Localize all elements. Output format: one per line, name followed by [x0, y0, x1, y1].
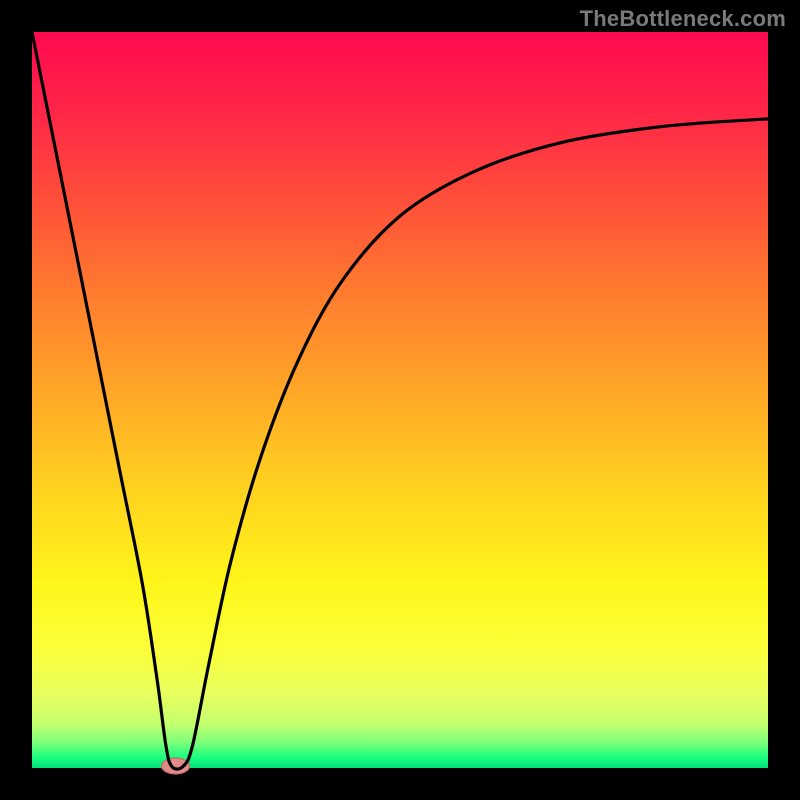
watermark-text: TheBottleneck.com: [580, 6, 786, 32]
chart-plot-background: [32, 32, 768, 768]
chart-svg: [0, 0, 800, 800]
bottleneck-chart: TheBottleneck.com: [0, 0, 800, 800]
